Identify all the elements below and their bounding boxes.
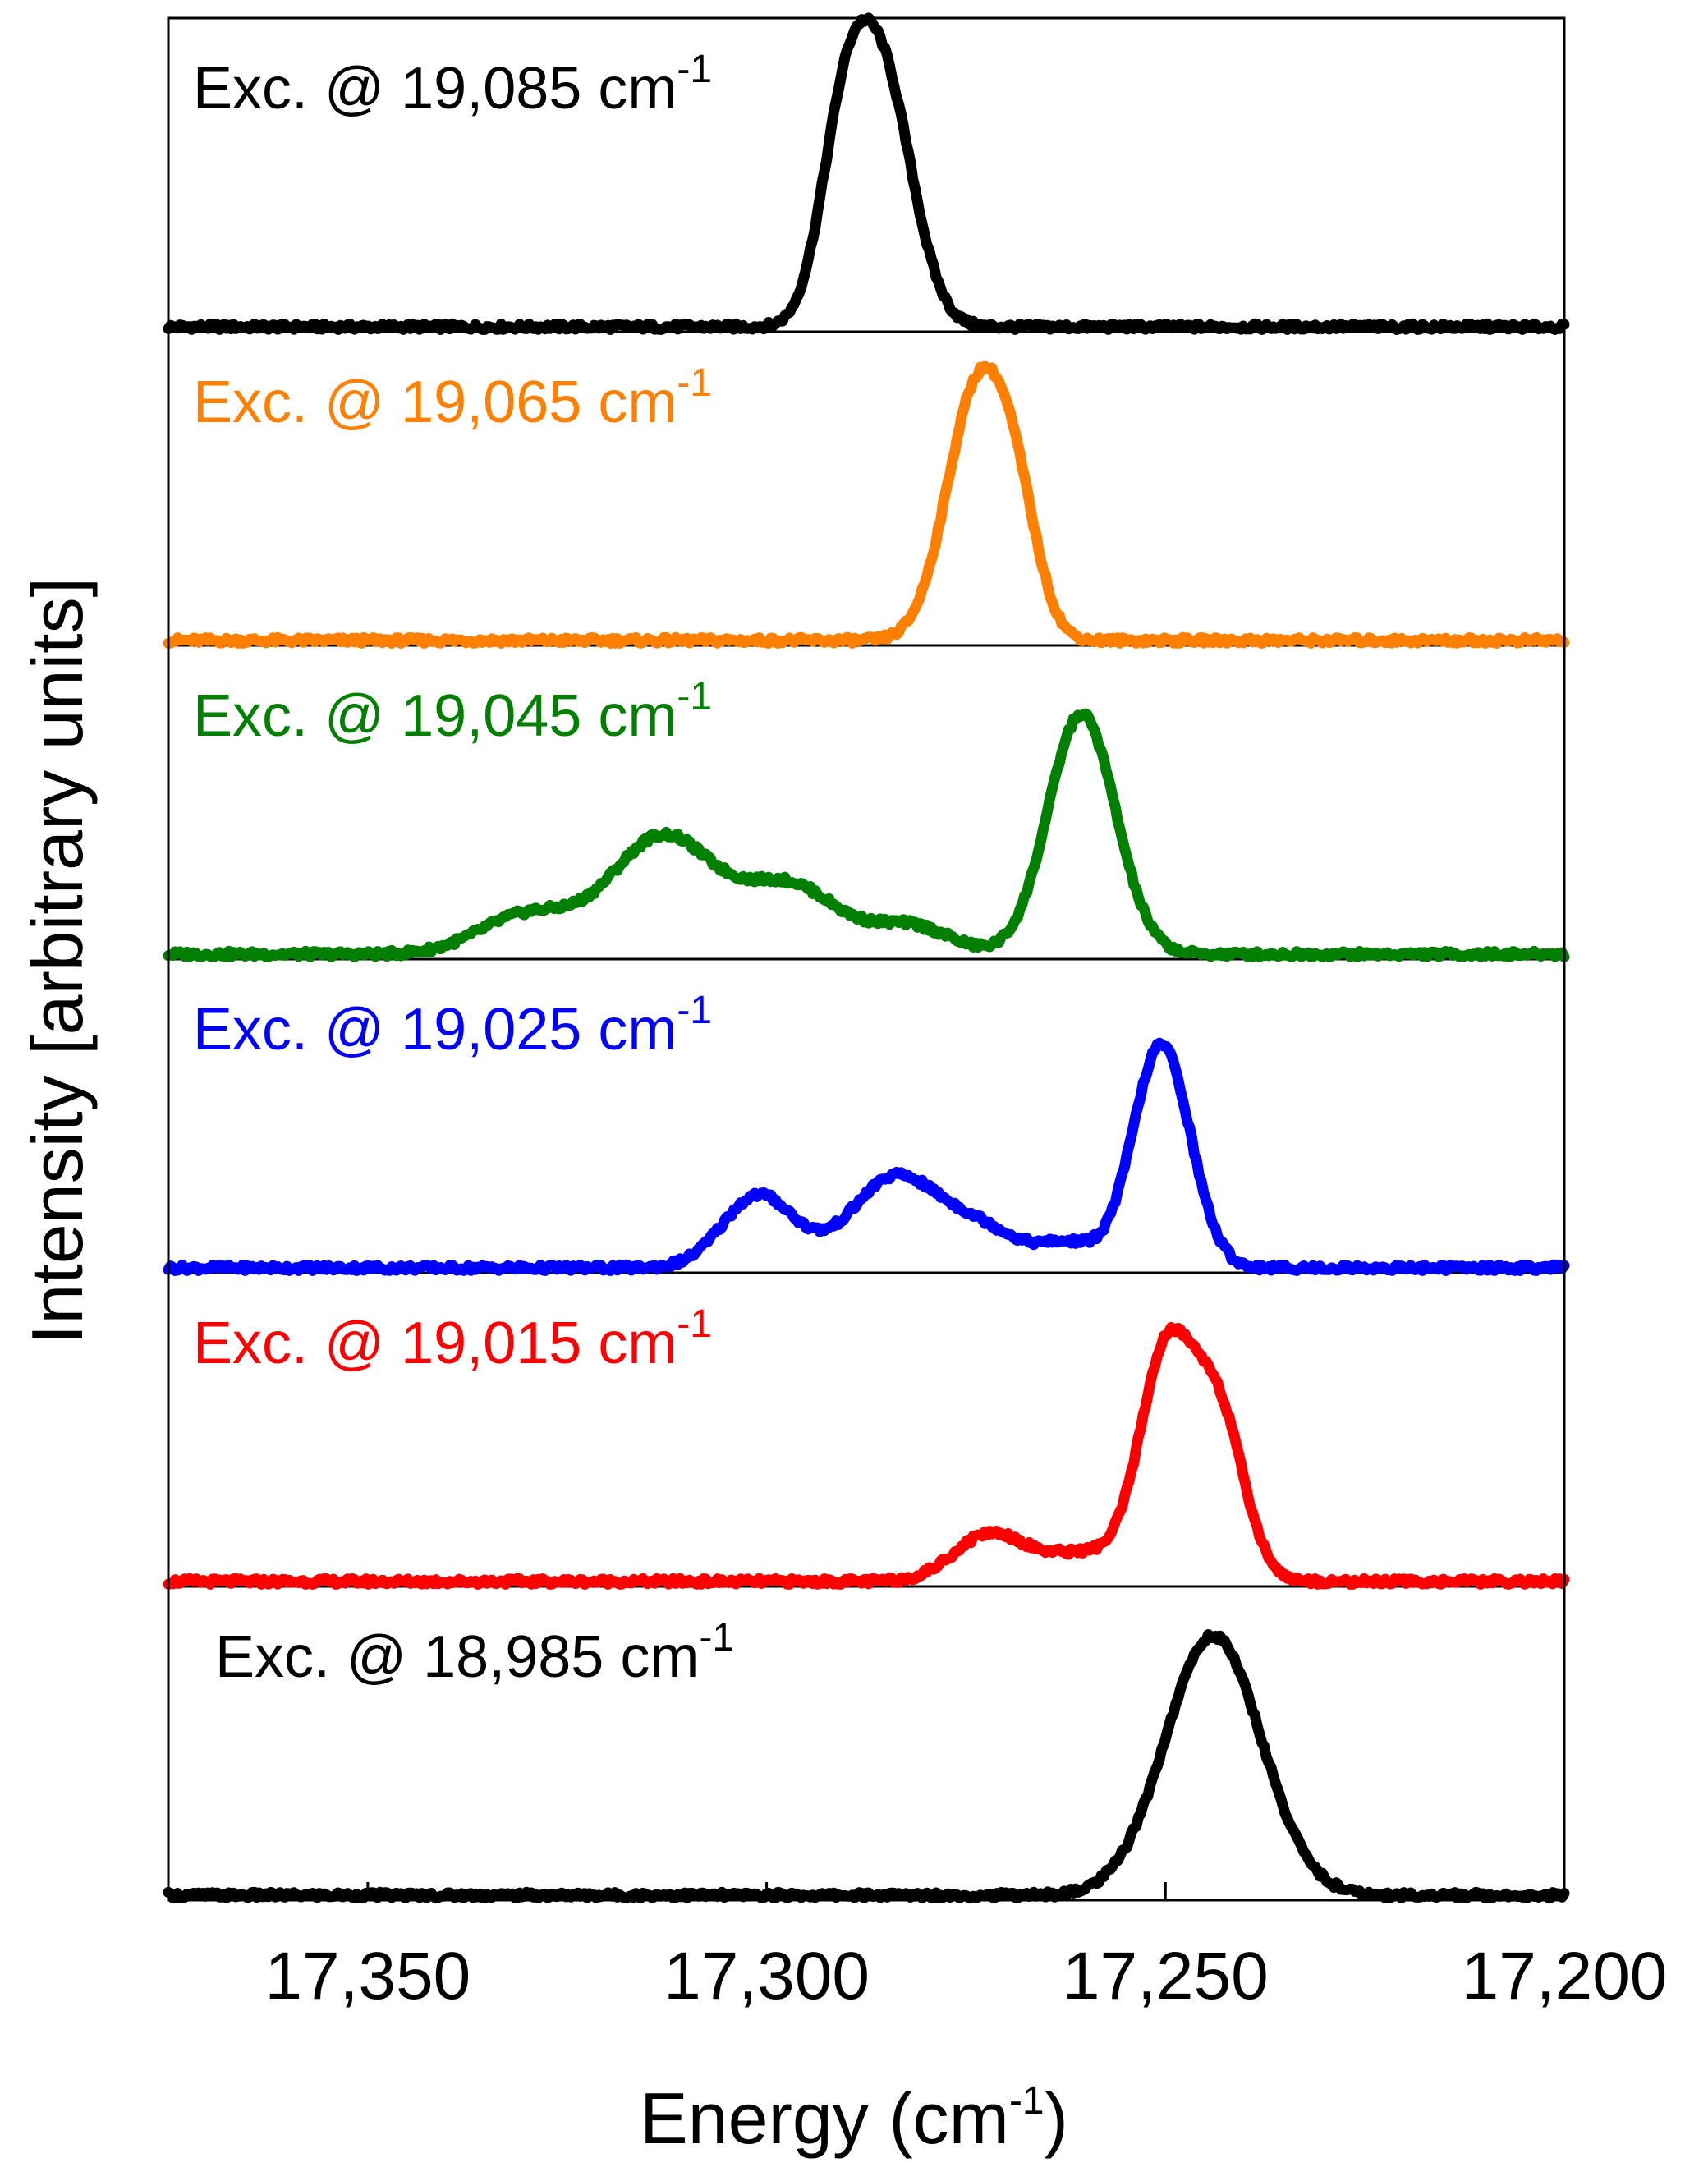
series-label-3: Exc. @ 19,045 cm-1 (193, 675, 712, 749)
x-tick-label: 17,200 (1462, 1939, 1668, 2013)
series-line-1 (163, 12, 1570, 335)
series-label-5: Exc. @ 19,015 cm-1 (193, 1302, 712, 1376)
panel-1: Exc. @ 19,085 cm-1 (163, 12, 1570, 335)
series-line-4 (163, 1037, 1570, 1276)
x-tick-label: 17,300 (663, 1939, 870, 2013)
x-axis-title-superscript: -1 (1009, 2079, 1045, 2123)
x-axis-title-text: Energy (cm (640, 2078, 1009, 2159)
series-label-1: Exc. @ 19,085 cm-1 (193, 48, 712, 122)
series-label-superscript: -1 (677, 989, 712, 1032)
series-label-2: Exc. @ 19,065 cm-1 (193, 361, 712, 435)
panel-5: Exc. @ 19,015 cm-1 (163, 1302, 1570, 1590)
series-label-superscript: -1 (677, 1302, 712, 1346)
series-label-superscript: -1 (677, 361, 712, 405)
series-label-4: Exc. @ 19,025 cm-1 (193, 989, 712, 1063)
plot-frame (167, 16, 1566, 1902)
series-label-superscript: -1 (699, 1616, 734, 1660)
y-axis-title: Intensity [arbitrary units] (16, 577, 98, 1344)
series-line-2 (163, 360, 1570, 649)
panel-2: Exc. @ 19,065 cm-1 (163, 360, 1570, 649)
x-axis: 17,350 17,300 17,250 17,200 (167, 16, 1668, 2013)
series-label-6: Exc. @ 18,985 cm-1 (215, 1616, 734, 1690)
series-label-text: Exc. @ 19,065 cm (193, 370, 677, 435)
series-line-6 (163, 1629, 1570, 1903)
series-label-text: Exc. @ 18,985 cm (215, 1624, 699, 1690)
x-axis-title: Energy (cm-1) (640, 2078, 1068, 2159)
series-label-text: Exc. @ 19,045 cm (193, 683, 677, 749)
series-label-text: Exc. @ 19,025 cm (193, 997, 677, 1063)
x-tick-label: 17,250 (1063, 1939, 1269, 2013)
series-label-superscript: -1 (677, 675, 712, 719)
x-tick-label: 17,350 (264, 1939, 471, 2013)
series-line-3 (163, 708, 1570, 962)
panel-4: Exc. @ 19,025 cm-1 (163, 989, 1570, 1276)
series-label-superscript: -1 (677, 48, 712, 91)
series-label-text: Exc. @ 19,085 cm (193, 56, 677, 122)
x-axis-title-close: ) (1045, 2078, 1068, 2159)
series-line-5 (163, 1322, 1570, 1590)
panel-6: Exc. @ 18,985 cm-1 (163, 1616, 1570, 1903)
series-label-text: Exc. @ 19,015 cm (193, 1311, 677, 1376)
panel-3: Exc. @ 19,045 cm-1 (163, 675, 1570, 962)
